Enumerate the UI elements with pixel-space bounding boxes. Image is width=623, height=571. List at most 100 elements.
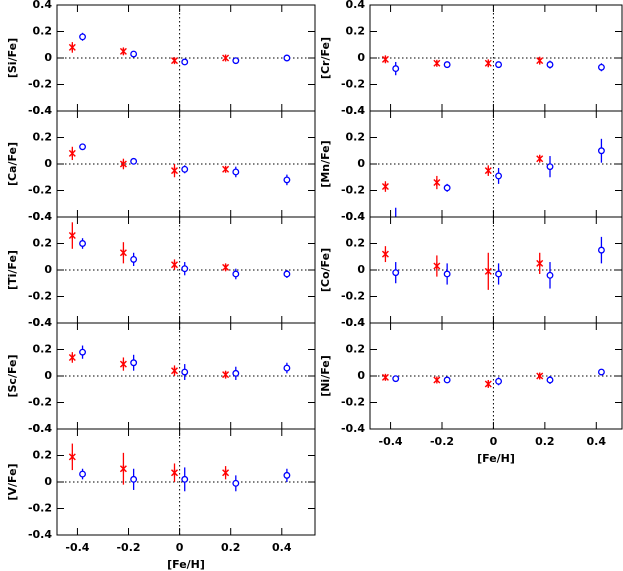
marker bbox=[232, 57, 240, 65]
plot-area bbox=[68, 443, 291, 492]
marker bbox=[283, 364, 291, 372]
y-tick-label: 0.2 bbox=[346, 131, 366, 144]
y-tick-label: -0.4 bbox=[28, 316, 52, 329]
marker bbox=[222, 263, 230, 271]
marker bbox=[222, 54, 230, 62]
axes-frame bbox=[369, 322, 623, 430]
marker bbox=[130, 255, 138, 263]
marker bbox=[495, 61, 503, 69]
y-tick-label: 0.4 bbox=[33, 210, 53, 223]
marker bbox=[495, 172, 503, 180]
marker bbox=[130, 157, 138, 165]
panel: -0.4 -0.2 0 0.2 0.4 [Si/Fe] bbox=[6, 0, 316, 117]
marker bbox=[443, 270, 451, 278]
y-tick-label: 0.4 bbox=[346, 104, 366, 117]
plot-area bbox=[68, 143, 291, 186]
marker bbox=[495, 377, 503, 385]
marker bbox=[433, 179, 441, 187]
y-tick-label: 0 bbox=[357, 263, 365, 276]
y-tick-label: 0 bbox=[44, 157, 52, 170]
marker bbox=[484, 380, 492, 388]
marker bbox=[119, 465, 127, 473]
y-axis-label: [Ti/Fe] bbox=[6, 250, 19, 290]
marker bbox=[68, 149, 76, 157]
marker bbox=[222, 371, 230, 379]
y-tick-label: -0.4 bbox=[341, 422, 365, 435]
marker bbox=[392, 65, 400, 73]
marker bbox=[181, 165, 189, 173]
marker bbox=[181, 368, 189, 376]
plot-area bbox=[381, 138, 605, 217]
x-tick-label: -0.4 bbox=[65, 541, 89, 554]
y-axis-label: [Co/Fe] bbox=[319, 248, 332, 292]
panel: -0.4 -0.2 0 0.2 0.4 [Sc/Fe] bbox=[6, 316, 316, 435]
y-tick-label: 0.2 bbox=[33, 343, 53, 356]
x-tick-label: 0.4 bbox=[272, 541, 292, 554]
marker bbox=[546, 376, 554, 384]
marker bbox=[68, 453, 76, 461]
x-tick-label: -0.4 bbox=[379, 435, 403, 448]
marker bbox=[181, 475, 189, 483]
marker bbox=[381, 55, 389, 63]
marker bbox=[232, 369, 240, 377]
axes-frame bbox=[369, 110, 623, 218]
y-tick-label: 0 bbox=[44, 475, 52, 488]
marker bbox=[283, 54, 291, 62]
marker bbox=[130, 475, 138, 483]
y-tick-label: -0.4 bbox=[28, 210, 52, 223]
x-tick-label: 0 bbox=[490, 435, 498, 448]
marker bbox=[484, 167, 492, 175]
marker bbox=[536, 57, 544, 65]
marker bbox=[536, 259, 544, 267]
y-tick-label: 0.4 bbox=[33, 104, 53, 117]
y-tick-label: 0.2 bbox=[33, 25, 53, 38]
marker bbox=[68, 43, 76, 51]
marker bbox=[171, 57, 178, 65]
y-tick-label: -0.2 bbox=[28, 290, 52, 303]
plot-area bbox=[68, 222, 291, 280]
x-tick-label: 0 bbox=[176, 541, 184, 554]
y-tick-label: 0.4 bbox=[33, 316, 53, 329]
marker bbox=[546, 163, 554, 171]
y-axis-label: [Cr/Fe] bbox=[319, 37, 332, 79]
marker bbox=[232, 479, 240, 487]
marker bbox=[597, 147, 605, 155]
y-tick-label: -0.4 bbox=[341, 104, 365, 117]
axes-frame bbox=[369, 216, 623, 324]
marker bbox=[222, 165, 230, 173]
marker bbox=[79, 33, 86, 41]
y-axis-label: [Ni/Fe] bbox=[319, 355, 332, 397]
marker bbox=[232, 270, 240, 278]
y-tick-label: 0.2 bbox=[346, 343, 366, 356]
marker bbox=[68, 353, 76, 361]
y-tick-label: -0.2 bbox=[341, 396, 365, 409]
y-tick-label: 0 bbox=[44, 263, 52, 276]
y-axis-label: [Sc/Fe] bbox=[6, 354, 19, 397]
marker bbox=[495, 270, 503, 278]
marker bbox=[119, 160, 127, 168]
marker bbox=[597, 246, 605, 254]
y-tick-label: -0.4 bbox=[28, 422, 52, 435]
panel: -0.4-0.200.20.4-0.4 -0.2 0 0.2 0.4[V/Fe][Fe/… bbox=[6, 422, 316, 571]
y-tick-label: 0.4 bbox=[346, 316, 366, 329]
y-tick-label: -0.2 bbox=[341, 78, 365, 91]
marker bbox=[381, 250, 389, 258]
marker bbox=[171, 469, 178, 477]
y-axis-label: [V/Fe] bbox=[6, 463, 19, 500]
y-axis-label: [Ca/Fe] bbox=[6, 142, 19, 186]
y-tick-label: 0.2 bbox=[346, 25, 366, 38]
x-tick-label: 0.2 bbox=[221, 541, 241, 554]
y-tick-label: 0.4 bbox=[33, 0, 53, 11]
plot-area bbox=[381, 55, 605, 76]
marker bbox=[536, 155, 544, 163]
y-tick-label: 0 bbox=[357, 157, 365, 170]
marker bbox=[79, 348, 86, 356]
y-tick-label: 0.2 bbox=[33, 131, 53, 144]
marker bbox=[119, 360, 127, 368]
y-axis-label: [Mn/Fe] bbox=[319, 140, 332, 187]
x-tick-label: -0.2 bbox=[116, 541, 140, 554]
marker bbox=[443, 376, 451, 384]
marker bbox=[433, 376, 441, 384]
panel: -0.4 -0.2 0 0.2 0.4 [Co/Fe] bbox=[319, 210, 623, 329]
marker bbox=[171, 167, 178, 175]
